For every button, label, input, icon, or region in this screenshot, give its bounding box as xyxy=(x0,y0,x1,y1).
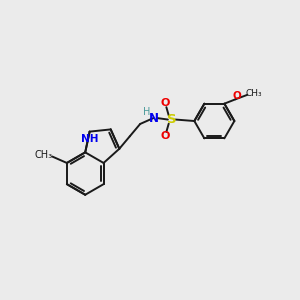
Text: N: N xyxy=(148,112,158,124)
Text: CH₃: CH₃ xyxy=(245,89,262,98)
Text: O: O xyxy=(232,91,242,101)
Text: H: H xyxy=(143,106,151,117)
Text: O: O xyxy=(160,131,170,141)
Text: O: O xyxy=(160,98,170,108)
Text: S: S xyxy=(167,113,176,126)
Text: CH₃: CH₃ xyxy=(35,150,53,160)
Text: NH: NH xyxy=(81,134,98,144)
